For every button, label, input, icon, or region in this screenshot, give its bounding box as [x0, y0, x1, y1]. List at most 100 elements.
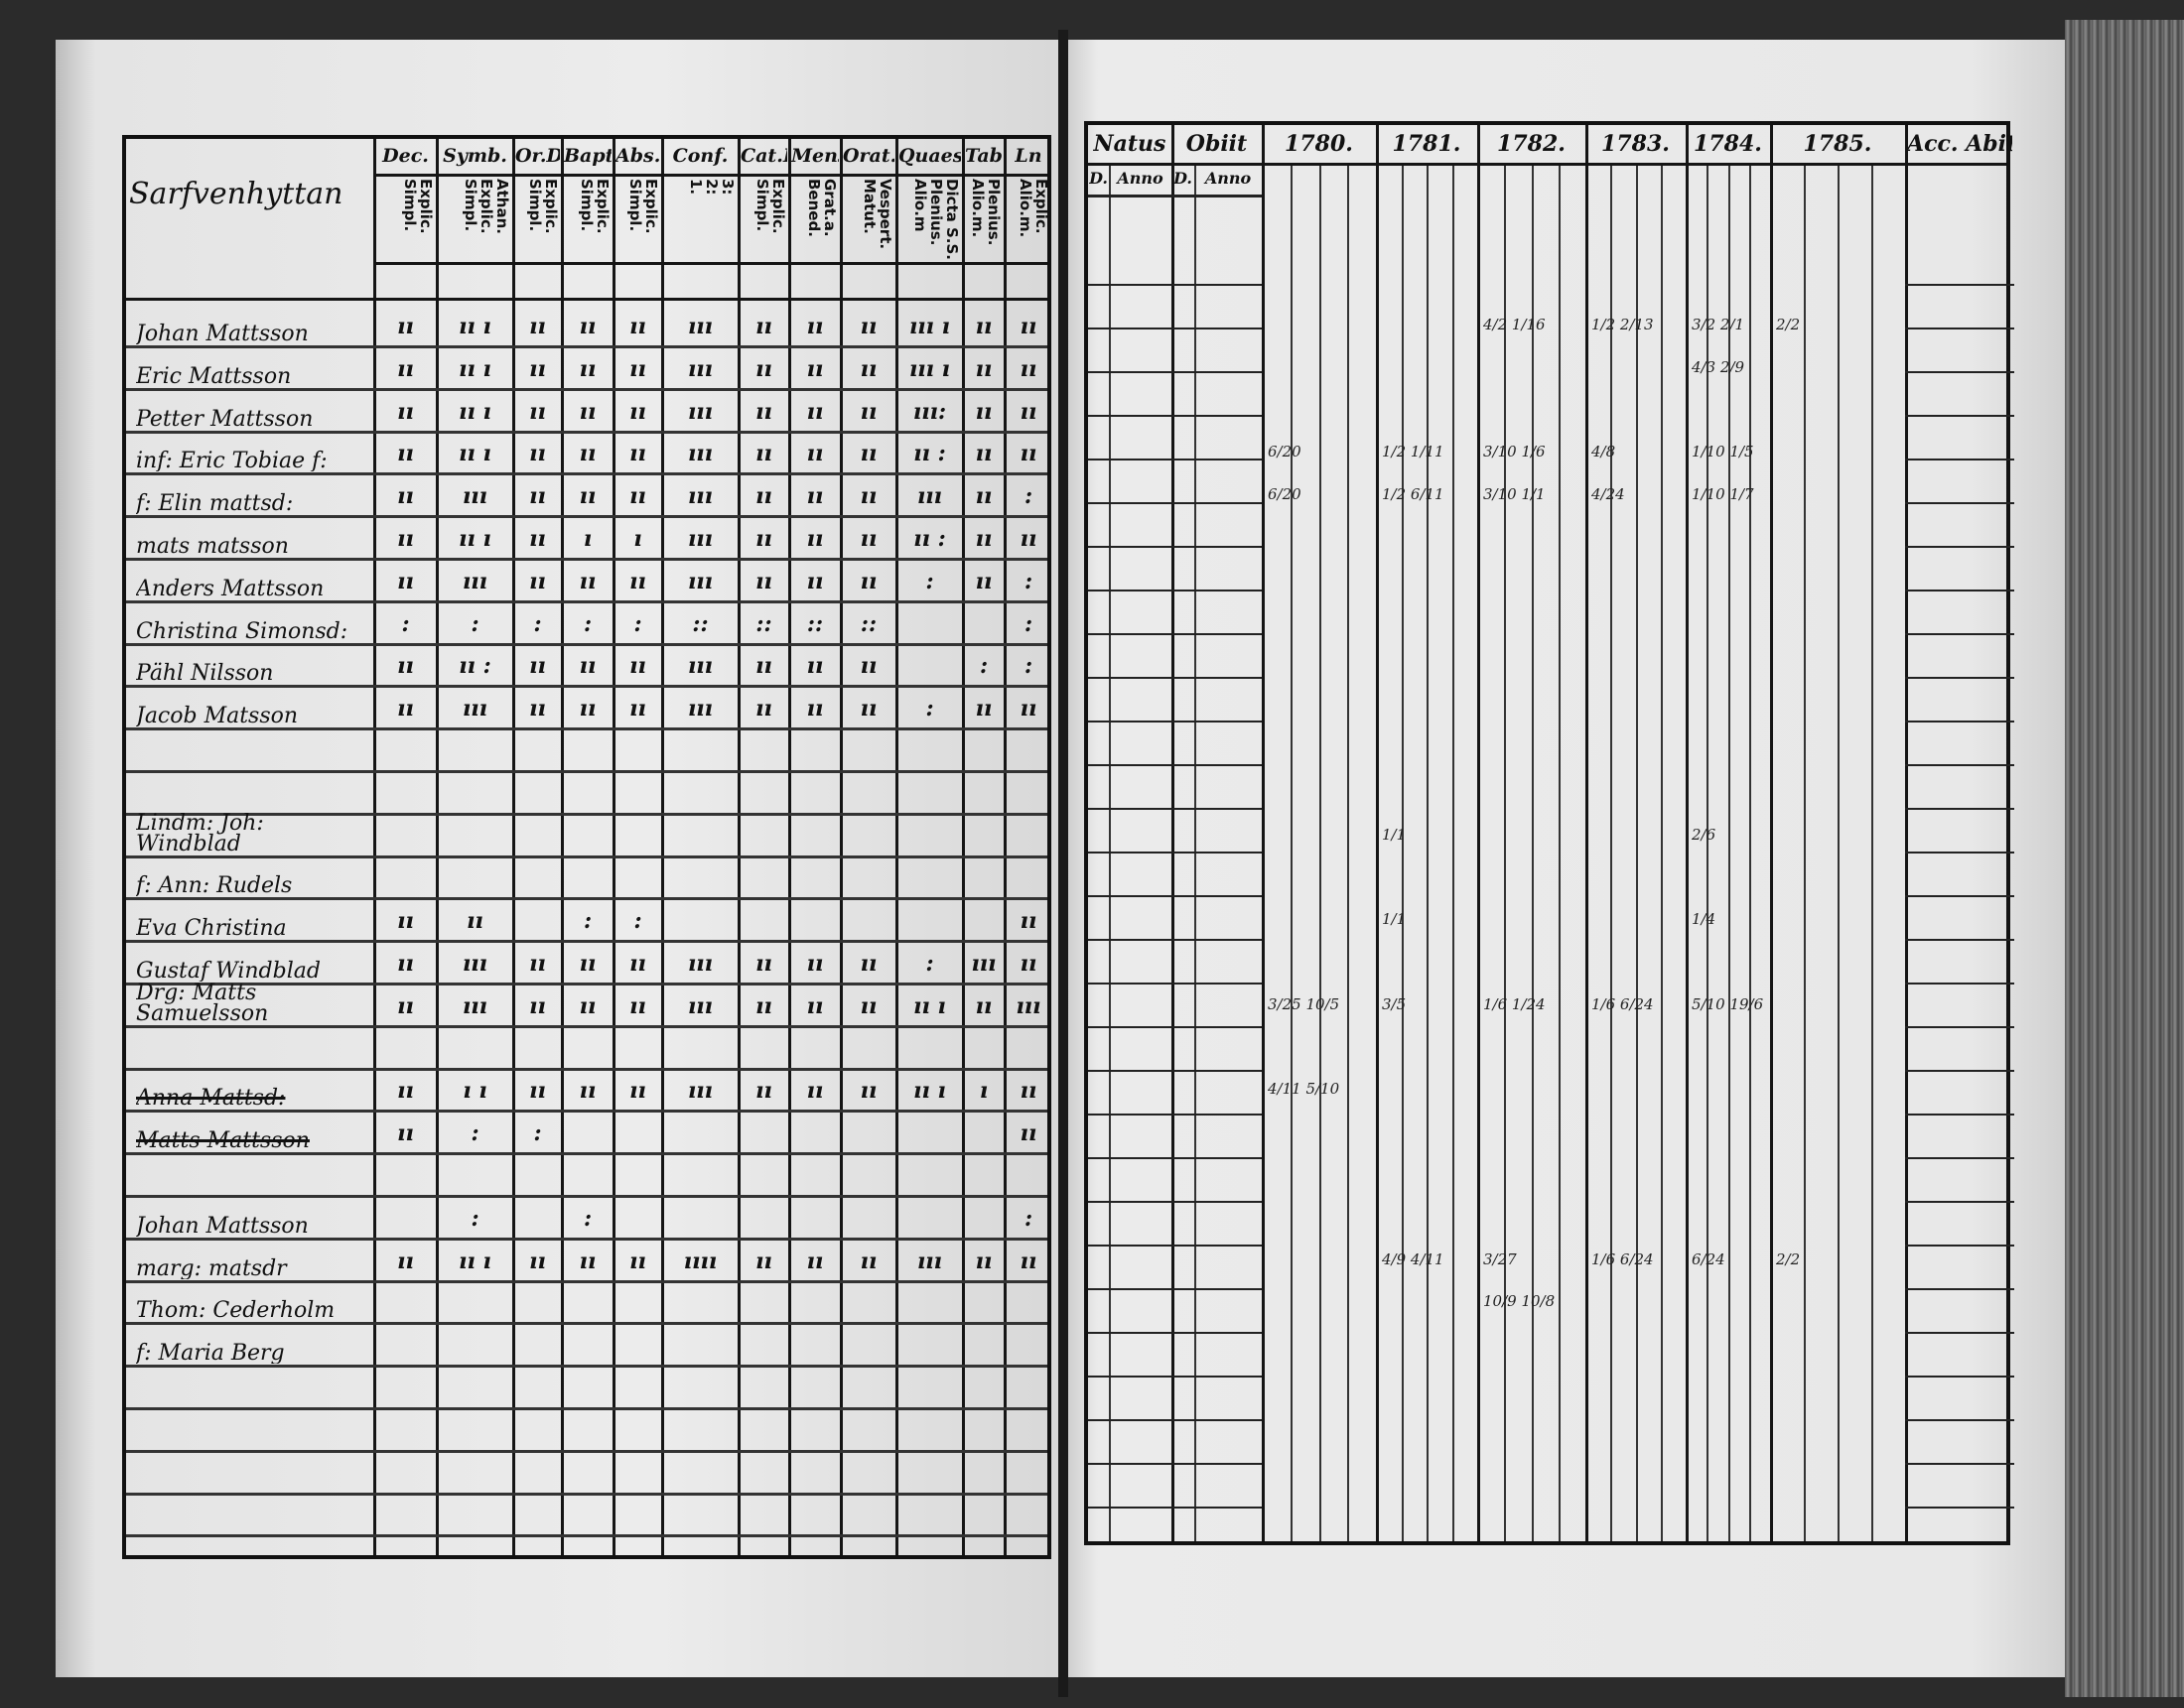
column-header: Acc. Abit	[1907, 131, 2012, 157]
row-line	[126, 345, 1047, 348]
row-line	[1905, 1419, 2014, 1421]
quarter-divider	[1558, 165, 1561, 1541]
row-line	[126, 1110, 1047, 1114]
knowledge-mark: ıı	[529, 526, 546, 552]
date-entry: 3/27	[1483, 1249, 1517, 1268]
knowledge-mark: ıı	[806, 696, 824, 723]
knowledge-mark: ıı	[397, 314, 414, 339]
row-line	[1905, 895, 2014, 897]
knowledge-mark: ııı	[462, 951, 488, 977]
column-subheader: D.	[1089, 169, 1108, 188]
knowledge-mark: ıı	[629, 314, 646, 339]
knowledge-mark: ıı	[806, 483, 824, 510]
knowledge-mark: ıı	[755, 992, 772, 1019]
column-header: Natus	[1093, 131, 1166, 157]
row-line	[1905, 633, 2014, 635]
row-line	[1905, 284, 2014, 286]
resident-name: f: Ann: Rudels	[136, 873, 293, 897]
knowledge-mark: ıı	[629, 1248, 646, 1274]
knowledge-mark: ııı	[462, 568, 488, 594]
knowledge-mark: ıı	[629, 398, 646, 425]
row-line	[1088, 1507, 1262, 1509]
column-subheader: Grat.a. Bened.	[805, 179, 838, 237]
column-divider	[1004, 139, 1007, 1555]
quarter-divider	[1610, 165, 1613, 1541]
knowledge-mark: ııı ı	[908, 314, 951, 339]
row-line	[126, 1279, 1047, 1283]
left-page	[56, 40, 1058, 1677]
knowledge-mark: ıı	[529, 568, 546, 594]
row-line	[1905, 721, 2014, 723]
row-line	[1905, 1245, 2014, 1247]
row-line	[1088, 371, 1262, 373]
knowledge-mark: :	[471, 1205, 479, 1232]
resident-name	[136, 1025, 366, 1067]
row-line	[126, 387, 1047, 391]
row-line	[1088, 895, 1262, 897]
row-line	[1088, 983, 1262, 985]
row-line	[126, 854, 1047, 858]
knowledge-mark: ıı	[860, 992, 878, 1019]
knowledge-mark: ıı	[975, 526, 993, 552]
row-line	[1088, 502, 1262, 504]
knowledge-mark: ıı	[860, 483, 878, 510]
row-line	[1088, 1026, 1262, 1028]
knowledge-mark: ıı	[579, 992, 597, 1019]
knowledge-mark: ıı	[529, 483, 546, 510]
row-line	[1088, 764, 1262, 766]
column-subheader: Explic. Simpl.	[626, 179, 659, 234]
knowledge-mark: ııı	[971, 951, 997, 977]
knowledge-mark: :	[583, 1205, 593, 1232]
column-divider	[840, 139, 843, 1555]
row-line	[126, 685, 1047, 689]
row-line	[1088, 1157, 1262, 1159]
resident-name: marg: matsdr	[136, 1255, 287, 1279]
knowledge-mark: ıı	[975, 314, 993, 339]
column-header: 1781.	[1392, 131, 1461, 157]
row-line	[1905, 459, 2014, 460]
date-entry: 3/10 1/1	[1483, 485, 1546, 504]
column-header: Tab.	[965, 145, 1003, 167]
row-line	[1088, 328, 1262, 329]
knowledge-mark: ııı	[687, 696, 714, 723]
row-line	[126, 897, 1047, 901]
quarter-divider	[1531, 165, 1534, 1541]
knowledge-mark: ıı ı	[913, 992, 946, 1019]
knowledge-mark: ııı	[687, 653, 714, 680]
knowledge-mark: ıı	[860, 696, 878, 723]
column-header: 1784.	[1694, 131, 1762, 157]
column-header: Dec.	[382, 145, 429, 167]
column-divider	[373, 139, 376, 1555]
date-entry: 1/2 6/11	[1382, 485, 1444, 504]
knowledge-mark: ııı	[687, 441, 714, 467]
knowledge-mark: ıı	[397, 1248, 414, 1274]
resident-name: f: Elin mattsd:	[136, 491, 294, 515]
knowledge-mark: ııı	[462, 992, 488, 1019]
knowledge-mark: ıı	[860, 526, 878, 552]
row-line	[126, 1492, 1047, 1496]
knowledge-mark: ıı	[629, 951, 646, 977]
row-line	[1905, 1288, 2014, 1290]
knowledge-mark: ıı	[806, 314, 824, 339]
knowledge-mark: ıı	[579, 568, 597, 594]
column-divider	[1905, 125, 1908, 1541]
resident-name	[136, 1152, 366, 1194]
column-divider	[1477, 125, 1480, 1541]
column-divider	[788, 139, 791, 1555]
row-line	[126, 430, 1047, 434]
knowledge-mark: ıı	[1020, 951, 1037, 977]
knowledge-mark: ıı	[1020, 908, 1037, 935]
row-line	[126, 1322, 1047, 1326]
knowledge-mark: ııı	[687, 314, 714, 339]
knowledge-mark: ıı	[1020, 314, 1037, 339]
row-line	[1088, 1376, 1262, 1378]
row-line	[126, 727, 1047, 731]
column-header: Mens.	[791, 145, 839, 167]
knowledge-mark: ıı	[579, 951, 597, 977]
column-subheader: Dicta S.S. Plenius. Alio.m	[911, 179, 960, 260]
knowledge-mark: ıı	[397, 526, 414, 552]
knowledge-mark: :	[925, 568, 934, 594]
knowledge-mark: ıı	[755, 355, 772, 382]
date-entry: 4/8	[1591, 443, 1616, 461]
knowledge-mark: ıı ı	[459, 398, 491, 425]
